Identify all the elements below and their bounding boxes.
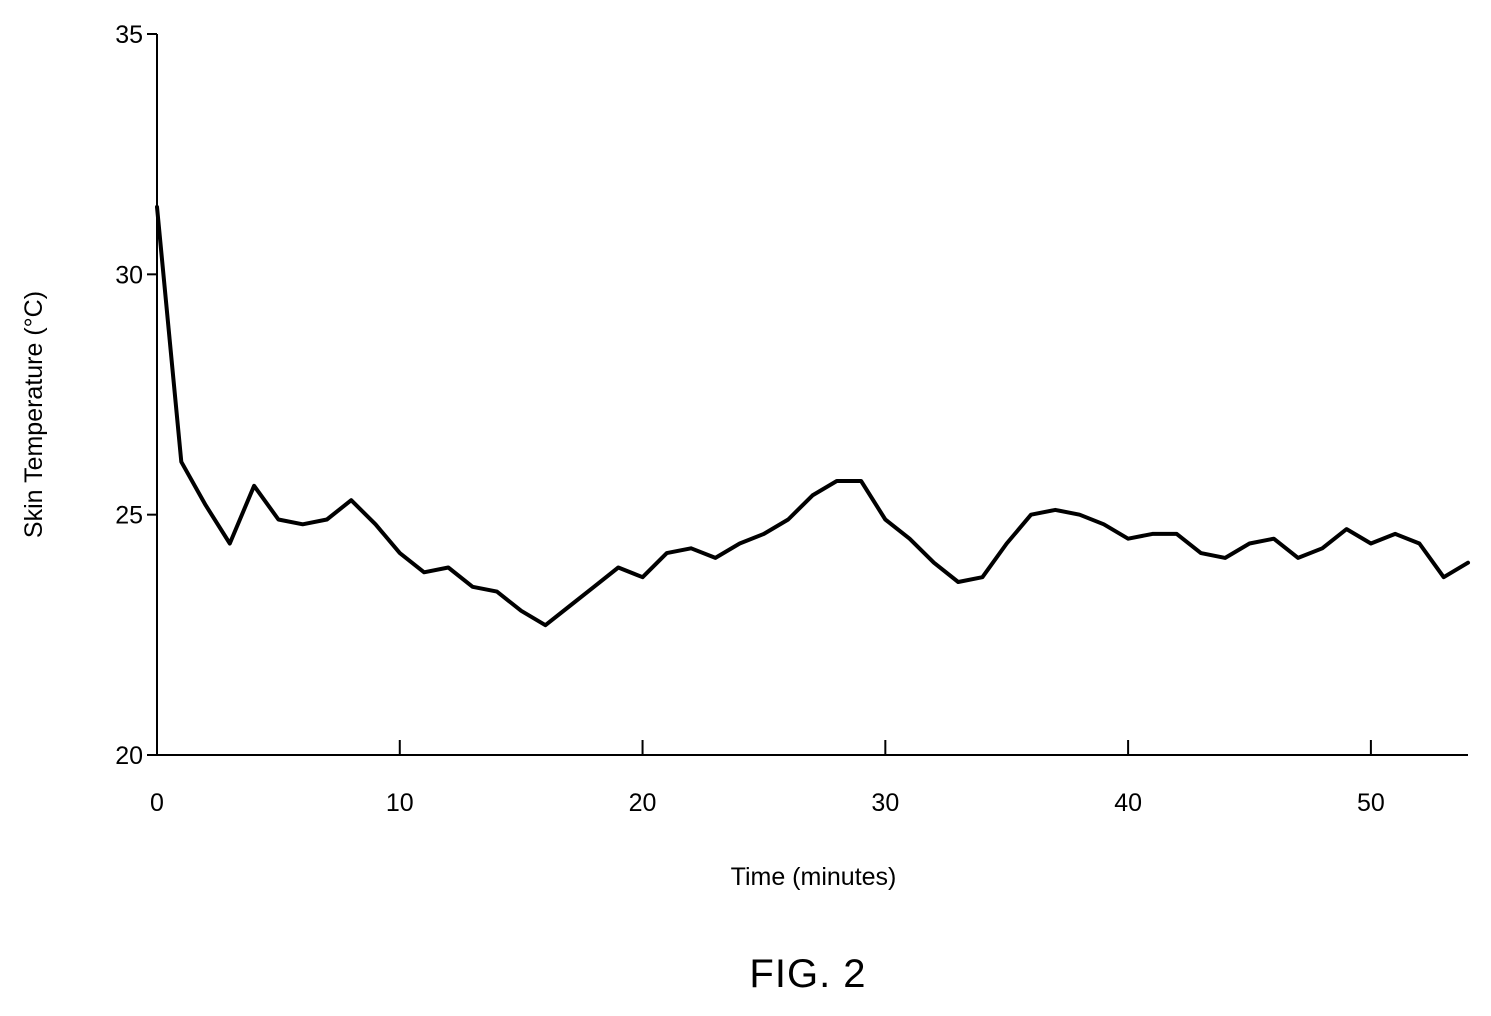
y-axis-ticks: 20 25 30 35 xyxy=(115,21,157,770)
series-line xyxy=(155,205,1470,628)
x-tick-label: 30 xyxy=(871,789,899,817)
x-axis-label: Time (minutes) xyxy=(731,863,897,891)
y-tick-label: 25 xyxy=(115,502,143,530)
y-tick-label: 20 xyxy=(115,742,143,770)
y-tick-label: 35 xyxy=(115,21,143,49)
y-tick-label: 30 xyxy=(115,261,143,289)
x-tick-label: 20 xyxy=(629,789,657,817)
x-tick-label: 10 xyxy=(386,789,414,817)
y-axis-label: Skin Temperature (°C) xyxy=(20,291,48,538)
x-tick-label: 50 xyxy=(1357,789,1385,817)
series-group xyxy=(155,205,1470,628)
figure-caption: FIG. 2 xyxy=(749,952,867,996)
x-tick-label: 0 xyxy=(150,789,164,817)
x-axis-ticks: 0 10 20 30 40 50 xyxy=(150,740,1385,817)
x-tick-label: 40 xyxy=(1114,789,1142,817)
